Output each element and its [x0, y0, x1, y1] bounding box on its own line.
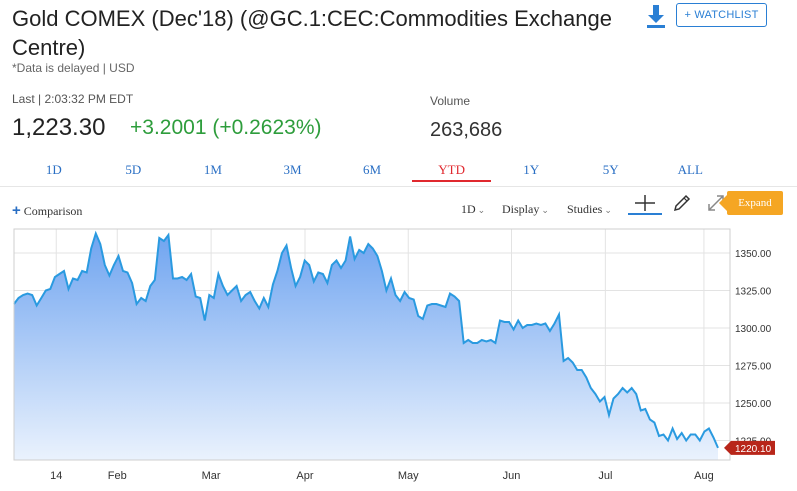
volume-label: Volume: [430, 94, 471, 108]
y-tick-label: 1325.00: [735, 287, 772, 298]
x-tick-label: 14: [50, 470, 62, 482]
display-dropdown[interactable]: Display ⌄: [502, 202, 549, 217]
volume-value: 263,686: [430, 119, 503, 141]
price-line: [13, 230, 719, 449]
chevron-down-icon: ⌄: [477, 205, 486, 215]
watchlist-button[interactable]: + WATCHLIST: [676, 3, 767, 27]
studies-label: Studies: [567, 202, 603, 216]
pencil-icon[interactable]: [672, 193, 692, 213]
tab-all[interactable]: ALL: [677, 162, 703, 177]
x-tick-label: Mar: [202, 470, 221, 482]
last-price-marker-label: 1220.10: [735, 444, 772, 455]
expand-button[interactable]: Expand: [719, 191, 783, 215]
interval-label: 1D: [461, 202, 476, 216]
display-label: Display: [502, 202, 540, 216]
price-change: +3.2001 (+0.2623%): [130, 116, 322, 139]
tab-ytd[interactable]: YTD: [411, 160, 492, 182]
price-area: [14, 233, 718, 460]
tab-1d[interactable]: 1D: [45, 162, 62, 177]
tab-1m[interactable]: 1M: [203, 162, 222, 177]
x-tick-label: Jul: [598, 470, 612, 482]
tab-5d[interactable]: 5D: [125, 162, 142, 177]
range-tabs: 1D 5D 1M 3M 6M YTD 1Y 5Y ALL: [14, 160, 730, 182]
active-tool-indicator: [628, 213, 662, 215]
y-tick-label: 1250.00: [735, 399, 772, 410]
x-tick-label: Jun: [503, 470, 521, 482]
chevron-down-icon: ⌄: [541, 205, 549, 215]
y-tick-label: 1350.00: [735, 249, 772, 260]
price-chart[interactable]: 1225.001250.001275.001300.001325.001350.…: [0, 226, 797, 491]
chevron-down-icon: ⌄: [604, 205, 612, 215]
y-tick-label: 1275.00: [735, 362, 772, 373]
tab-3m[interactable]: 3M: [283, 162, 302, 177]
x-tick-label: Apr: [296, 470, 313, 482]
page-title: Gold COMEX (Dec'18) (@GC.1:CEC:Commoditi…: [12, 6, 612, 60]
x-tick-label: Feb: [108, 470, 127, 482]
crosshair-icon[interactable]: [628, 192, 662, 216]
last-price-marker: [724, 440, 775, 455]
y-tick-label: 1300.00: [735, 324, 772, 335]
tabs-divider: [0, 186, 797, 187]
x-tick-label: Aug: [694, 470, 714, 482]
studies-dropdown[interactable]: Studies ⌄: [567, 202, 612, 217]
x-tick-label: May: [398, 470, 419, 482]
tab-1y[interactable]: 1Y: [523, 162, 540, 177]
last-price: 1,223.30: [12, 114, 106, 141]
interval-dropdown[interactable]: 1D ⌄: [461, 202, 485, 217]
tab-5y[interactable]: 5Y: [602, 162, 619, 177]
comparison-label: Comparison: [23, 204, 83, 218]
plus-icon: +: [12, 202, 21, 219]
plot-frame: [13, 228, 731, 461]
data-delay-note: *Data is delayed | USD: [12, 61, 135, 75]
comparison-button[interactable]: + Comparison: [12, 202, 82, 219]
download-icon[interactable]: [645, 4, 667, 28]
last-trade-label: Last | 2:03:32 PM EDT: [12, 92, 134, 106]
tab-6m[interactable]: 6M: [363, 162, 382, 177]
